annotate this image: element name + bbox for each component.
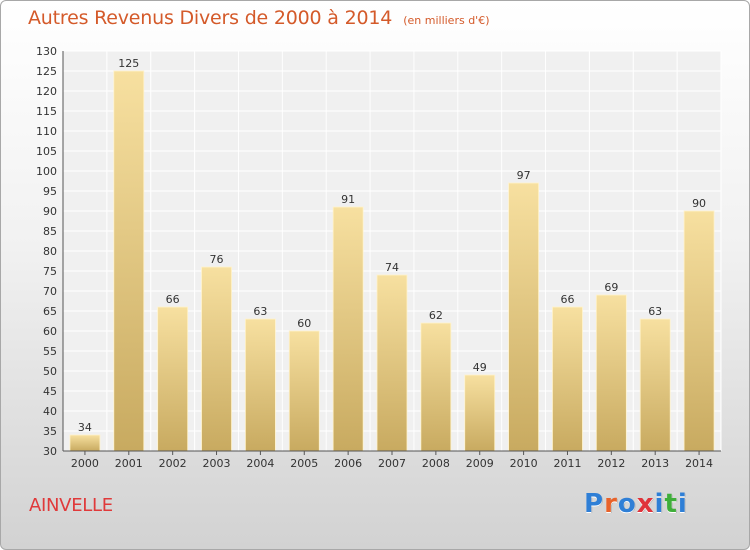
y-tick-label: 130	[36, 45, 57, 58]
data-label-2009: 49	[473, 361, 487, 374]
y-tick-label: 65	[43, 305, 57, 318]
bar-2010	[508, 182, 540, 452]
data-label-2013: 63	[648, 305, 662, 318]
y-tick-label: 55	[43, 345, 57, 358]
logo-letter: o	[617, 489, 637, 519]
y-tick-label: 70	[43, 285, 57, 298]
chart-subtitle: (en milliers d'€)	[403, 14, 490, 27]
x-tick-label-2009: 2009	[466, 457, 494, 470]
data-label-2003: 76	[210, 253, 224, 266]
data-label-2008: 62	[429, 309, 443, 322]
data-label-2005: 60	[297, 317, 311, 330]
chart-title-block: Autres Revenus Divers de 2000 à 2014 (en…	[28, 7, 490, 29]
x-tick-label-2001: 2001	[115, 457, 143, 470]
y-tick-label: 60	[43, 325, 57, 338]
proxiti-logo: Proxiti	[584, 489, 688, 519]
y-tick-label: 85	[43, 225, 57, 238]
data-label-2011: 66	[560, 293, 574, 306]
x-tick-label-2002: 2002	[159, 457, 187, 470]
y-tick-label: 50	[43, 365, 57, 378]
bar-2014	[683, 210, 715, 452]
x-tick-label-2014: 2014	[685, 457, 713, 470]
y-tick-label: 115	[36, 105, 57, 118]
x-tick-label-2005: 2005	[290, 457, 318, 470]
x-tick-label-2008: 2008	[422, 457, 450, 470]
bar-2008	[420, 322, 452, 452]
bar-2011	[552, 306, 583, 452]
x-tick-label-2003: 2003	[203, 457, 231, 470]
data-label-2006: 91	[341, 193, 355, 206]
y-tick-label: 45	[43, 385, 57, 398]
data-label-2014: 90	[692, 197, 706, 210]
logo-letter: P	[584, 489, 605, 519]
y-tick-label: 105	[36, 145, 57, 158]
bar-2002	[157, 306, 189, 452]
y-tick-label: 110	[36, 125, 57, 138]
y-tick-label: 120	[36, 85, 57, 98]
data-label-2012: 69	[604, 281, 618, 294]
bar-2000	[69, 434, 101, 452]
data-label-2010: 97	[517, 169, 531, 182]
bar-2009	[464, 374, 496, 452]
logo-letter: i	[677, 489, 688, 519]
x-tick-label-2012: 2012	[597, 457, 625, 470]
y-tick-label: 125	[36, 65, 57, 78]
x-tick-label-2007: 2007	[378, 457, 406, 470]
x-tick-label-2010: 2010	[510, 457, 538, 470]
data-label-2002: 66	[166, 293, 180, 306]
y-tick-label: 75	[43, 265, 57, 278]
x-tick-label-2011: 2011	[553, 457, 581, 470]
y-tick-label: 100	[36, 165, 57, 178]
data-label-2004: 63	[253, 305, 267, 318]
y-tick-label: 90	[43, 205, 57, 218]
logo-letter: i	[654, 489, 665, 519]
x-tick-label-2006: 2006	[334, 457, 362, 470]
chart-title: Autres Revenus Divers de 2000 à 2014	[28, 7, 393, 29]
bar-2012	[595, 294, 627, 452]
y-tick-label: 95	[43, 185, 57, 198]
bar-2005	[288, 330, 320, 452]
x-tick-label-2004: 2004	[246, 457, 274, 470]
logo-letter: t	[664, 489, 678, 519]
bar-2003	[201, 266, 232, 452]
logo-letter: x	[636, 489, 655, 519]
x-tick-label-2000: 2000	[71, 457, 99, 470]
bar-2006	[332, 206, 364, 452]
data-label-2000: 34	[78, 421, 92, 434]
data-label-2001: 125	[118, 57, 139, 70]
y-tick-label: 40	[43, 405, 57, 418]
bar-2007	[376, 274, 408, 452]
commune-name: AINVELLE	[29, 495, 113, 516]
y-tick-label: 80	[43, 245, 57, 258]
y-tick-label: 30	[43, 445, 57, 458]
x-tick-label-2013: 2013	[641, 457, 669, 470]
bar-2004	[244, 318, 276, 452]
bar-2001	[113, 70, 145, 452]
logo-letter: r	[604, 489, 618, 519]
data-label-2007: 74	[385, 261, 399, 274]
y-tick-label: 35	[43, 425, 57, 438]
bar-2013	[639, 318, 671, 452]
